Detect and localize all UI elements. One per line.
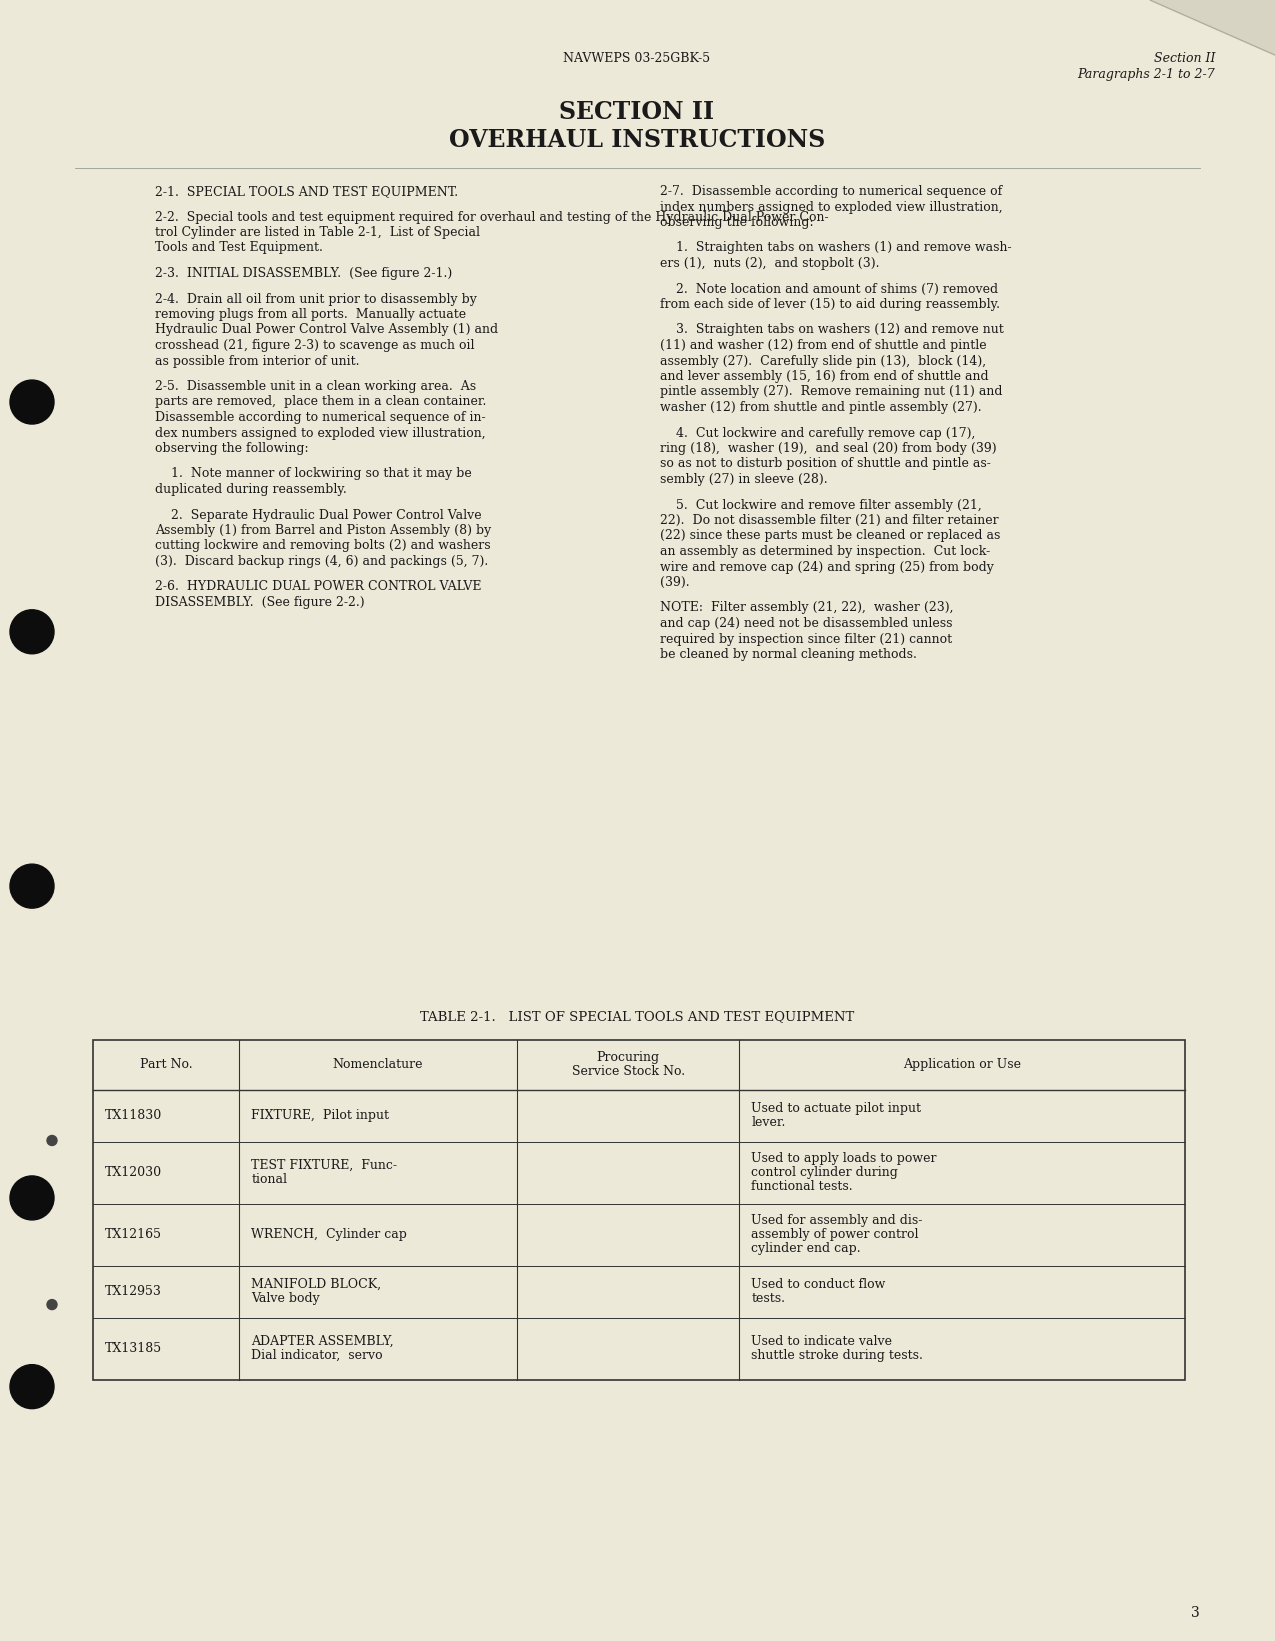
Text: lever.: lever. [751, 1116, 785, 1129]
Text: required by inspection since filter (21) cannot: required by inspection since filter (21)… [660, 632, 952, 645]
Text: NAVWEPS 03-25GBK-5: NAVWEPS 03-25GBK-5 [564, 53, 710, 66]
Text: shuttle stroke during tests.: shuttle stroke during tests. [751, 1349, 923, 1362]
Text: assembly (27).  Carefully slide pin (13),  block (14),: assembly (27). Carefully slide pin (13),… [660, 354, 986, 368]
Text: removing plugs from all ports.  Manually actuate: removing plugs from all ports. Manually … [156, 309, 467, 322]
Text: ring (18),  washer (19),  and seal (20) from body (39): ring (18), washer (19), and seal (20) fr… [660, 441, 997, 455]
Text: TABLE 2-1.   LIST OF SPECIAL TOOLS AND TEST EQUIPMENT: TABLE 2-1. LIST OF SPECIAL TOOLS AND TES… [419, 1009, 854, 1022]
Text: functional tests.: functional tests. [751, 1180, 853, 1193]
Text: Paragraphs 2-1 to 2-7: Paragraphs 2-1 to 2-7 [1077, 67, 1215, 80]
Text: TX13185: TX13185 [105, 1342, 162, 1355]
Circle shape [10, 1177, 54, 1219]
Text: Dial indicator,  servo: Dial indicator, servo [251, 1349, 382, 1362]
Text: 2.  Note location and amount of shims (7) removed: 2. Note location and amount of shims (7)… [660, 282, 998, 295]
Text: be cleaned by normal cleaning methods.: be cleaned by normal cleaning methods. [660, 648, 917, 661]
Circle shape [10, 610, 54, 653]
Text: an assembly as determined by inspection.  Cut lock-: an assembly as determined by inspection.… [660, 545, 991, 558]
Text: (22) since these parts must be cleaned or replaced as: (22) since these parts must be cleaned o… [660, 530, 1001, 543]
Text: 22).  Do not disassemble filter (21) and filter retainer: 22). Do not disassemble filter (21) and … [660, 514, 998, 527]
Text: SECTION II: SECTION II [560, 100, 714, 125]
Text: washer (12) from shuttle and pintle assembly (27).: washer (12) from shuttle and pintle asse… [660, 400, 982, 414]
Text: duplicated during reassembly.: duplicated during reassembly. [156, 482, 347, 496]
Text: control cylinder during: control cylinder during [751, 1167, 899, 1178]
Text: MANIFOLD BLOCK,: MANIFOLD BLOCK, [251, 1278, 381, 1291]
Text: dex numbers assigned to exploded view illustration,: dex numbers assigned to exploded view il… [156, 427, 486, 440]
Text: and cap (24) need not be disassembled unless: and cap (24) need not be disassembled un… [660, 617, 952, 630]
Bar [93, 1040, 1184, 1380]
Text: 2-7.  Disassemble according to numerical sequence of: 2-7. Disassemble according to numerical … [660, 185, 1002, 199]
Text: wire and remove cap (24) and spring (25) from body: wire and remove cap (24) and spring (25)… [660, 561, 994, 573]
Text: 5.  Cut lockwire and remove filter assembly (21,: 5. Cut lockwire and remove filter assemb… [660, 499, 982, 512]
Text: (3).  Discard backup rings (4, 6) and packings (5, 7).: (3). Discard backup rings (4, 6) and pac… [156, 555, 488, 568]
Text: 1.  Note manner of lockwiring so that it may be: 1. Note manner of lockwiring so that it … [156, 468, 472, 481]
Text: Used to actuate pilot input: Used to actuate pilot input [751, 1103, 922, 1114]
Text: Service Stock No.: Service Stock No. [571, 1065, 685, 1078]
Text: TX11830: TX11830 [105, 1109, 162, 1122]
Text: assembly of power control: assembly of power control [751, 1227, 919, 1241]
Text: 2-1.  SPECIAL TOOLS AND TEST EQUIPMENT.: 2-1. SPECIAL TOOLS AND TEST EQUIPMENT. [156, 185, 458, 199]
Text: observing the following:: observing the following: [156, 441, 309, 455]
Text: Nomenclature: Nomenclature [333, 1058, 423, 1072]
Text: OVERHAUL INSTRUCTIONS: OVERHAUL INSTRUCTIONS [449, 128, 825, 153]
Text: observing the following:: observing the following: [660, 217, 813, 230]
Text: Used to apply loads to power: Used to apply loads to power [751, 1152, 937, 1165]
Text: (11) and washer (12) from end of shuttle and pintle: (11) and washer (12) from end of shuttle… [660, 340, 987, 353]
Text: 2.  Separate Hydraulic Dual Power Control Valve: 2. Separate Hydraulic Dual Power Control… [156, 509, 482, 522]
Text: tional: tional [251, 1173, 287, 1186]
Text: Hydraulic Dual Power Control Valve Assembly (1) and: Hydraulic Dual Power Control Valve Assem… [156, 323, 499, 336]
Text: Disassemble according to numerical sequence of in-: Disassemble according to numerical seque… [156, 410, 486, 423]
Text: Procuring: Procuring [597, 1050, 659, 1063]
Text: TX12165: TX12165 [105, 1227, 162, 1241]
Text: Used for assembly and dis-: Used for assembly and dis- [751, 1214, 923, 1227]
Text: 3.  Straighten tabs on washers (12) and remove nut: 3. Straighten tabs on washers (12) and r… [660, 323, 1003, 336]
Text: FIXTURE,  Pilot input: FIXTURE, Pilot input [251, 1109, 389, 1122]
Text: index numbers assigned to exploded view illustration,: index numbers assigned to exploded view … [660, 200, 1002, 213]
Text: Assembly (1) from Barrel and Piston Assembly (8) by: Assembly (1) from Barrel and Piston Asse… [156, 523, 491, 537]
Text: 1.  Straighten tabs on washers (1) and remove wash-: 1. Straighten tabs on washers (1) and re… [660, 241, 1011, 254]
Circle shape [10, 865, 54, 907]
Text: from each side of lever (15) to aid during reassembly.: from each side of lever (15) to aid duri… [660, 299, 1000, 312]
Text: WRENCH,  Cylinder cap: WRENCH, Cylinder cap [251, 1227, 407, 1241]
Polygon shape [1150, 0, 1275, 56]
Text: tests.: tests. [751, 1291, 785, 1305]
Text: Tools and Test Equipment.: Tools and Test Equipment. [156, 241, 323, 254]
Text: 2-2.  Special tools and test equipment required for overhaul and testing of the : 2-2. Special tools and test equipment re… [156, 210, 829, 223]
Text: 3: 3 [1191, 1607, 1200, 1620]
Text: Valve body: Valve body [251, 1291, 320, 1305]
Text: Part No.: Part No. [140, 1058, 193, 1072]
Text: pintle assembly (27).  Remove remaining nut (11) and: pintle assembly (27). Remove remaining n… [660, 386, 1002, 399]
Circle shape [47, 1136, 57, 1145]
Text: 2-4.  Drain all oil from unit prior to disassembly by: 2-4. Drain all oil from unit prior to di… [156, 292, 477, 305]
Text: TX12953: TX12953 [105, 1285, 162, 1298]
Text: Used to conduct flow: Used to conduct flow [751, 1278, 886, 1291]
Text: 2-3.  INITIAL DISASSEMBLY.  (See figure 2-1.): 2-3. INITIAL DISASSEMBLY. (See figure 2-… [156, 267, 453, 281]
Text: ADAPTER ASSEMBLY,: ADAPTER ASSEMBLY, [251, 1336, 394, 1347]
Text: as possible from interior of unit.: as possible from interior of unit. [156, 354, 360, 368]
Text: cylinder end cap.: cylinder end cap. [751, 1242, 861, 1255]
Text: Used to indicate valve: Used to indicate valve [751, 1336, 892, 1347]
Circle shape [47, 1300, 57, 1310]
Text: 2-6.  HYDRAULIC DUAL POWER CONTROL VALVE: 2-6. HYDRAULIC DUAL POWER CONTROL VALVE [156, 581, 482, 594]
Text: crosshead (21, figure 2-3) to scavenge as much oil: crosshead (21, figure 2-3) to scavenge a… [156, 340, 474, 353]
Text: (39).: (39). [660, 576, 690, 589]
Text: ers (1),  nuts (2),  and stopbolt (3).: ers (1), nuts (2), and stopbolt (3). [660, 258, 880, 271]
Text: 2-5.  Disassemble unit in a clean working area.  As: 2-5. Disassemble unit in a clean working… [156, 381, 476, 392]
Text: NOTE:  Filter assembly (21, 22),  washer (23),: NOTE: Filter assembly (21, 22), washer (… [660, 602, 954, 614]
Text: DISASSEMBLY.  (See figure 2-2.): DISASSEMBLY. (See figure 2-2.) [156, 596, 365, 609]
Circle shape [10, 1365, 54, 1408]
Text: 4.  Cut lockwire and carefully remove cap (17),: 4. Cut lockwire and carefully remove cap… [660, 427, 975, 440]
Text: sembly (27) in sleeve (28).: sembly (27) in sleeve (28). [660, 473, 827, 486]
Text: parts are removed,  place them in a clean container.: parts are removed, place them in a clean… [156, 395, 486, 409]
Text: Application or Use: Application or Use [903, 1058, 1021, 1072]
Text: and lever assembly (15, 16) from end of shuttle and: and lever assembly (15, 16) from end of … [660, 369, 988, 382]
Text: TEST FIXTURE,  Func-: TEST FIXTURE, Func- [251, 1159, 398, 1172]
Text: trol Cylinder are listed in Table 2-1,  List of Special: trol Cylinder are listed in Table 2-1, L… [156, 226, 479, 240]
Text: cutting lockwire and removing bolts (2) and washers: cutting lockwire and removing bolts (2) … [156, 540, 491, 553]
Text: TX12030: TX12030 [105, 1167, 162, 1178]
Circle shape [10, 381, 54, 423]
Text: Section II: Section II [1154, 53, 1215, 66]
Text: so as not to disturb position of shuttle and pintle as-: so as not to disturb position of shuttle… [660, 458, 991, 471]
